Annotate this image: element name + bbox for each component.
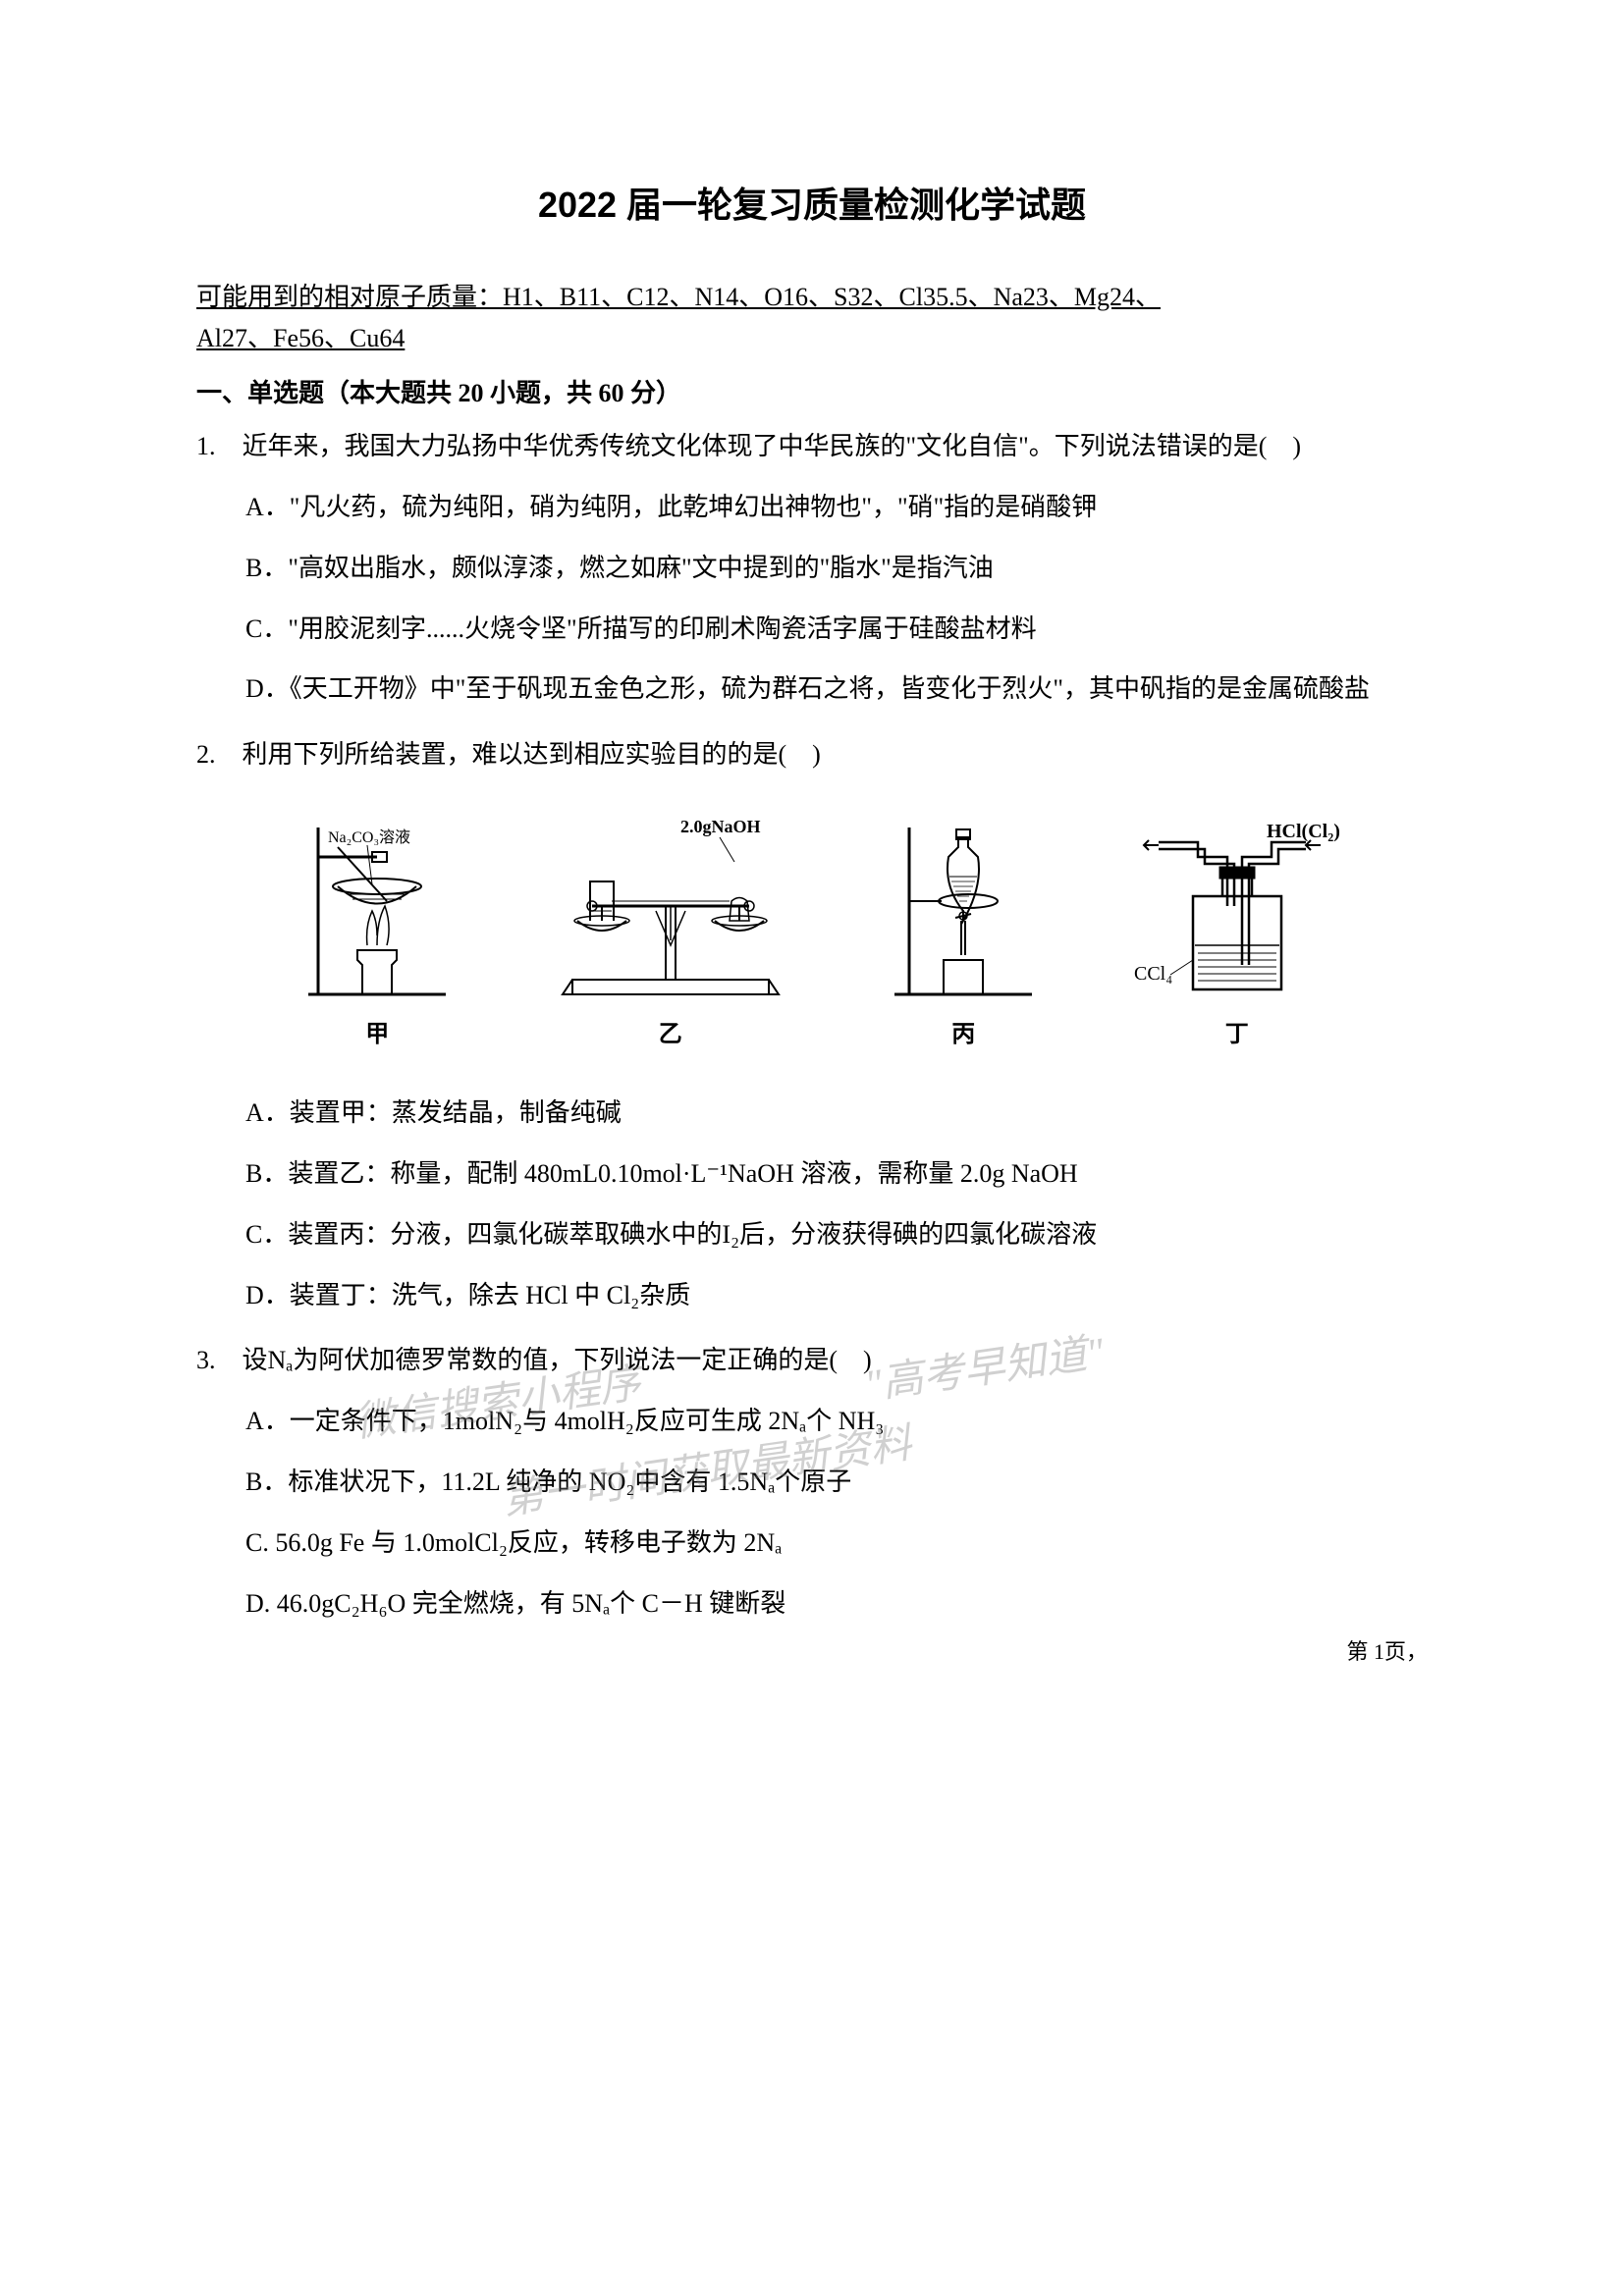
svg-text:2.0gNaOH: 2.0gNaOH — [680, 817, 761, 836]
diagram-label-yi: 乙 — [543, 1014, 798, 1056]
diagram-row: 微信搜索小程序 "高考早知道" 第一时间获取最新资料 — [196, 788, 1428, 1076]
question-number: 3. — [196, 1338, 236, 1384]
question-3: 3. 设Nₐ为阿伏加德罗常数的值，下列说法一定正确的是( ) A．一定条件下，1… — [196, 1338, 1428, 1627]
option-b: B．"高奴出脂水，颇似淳漆，燃之如麻"文中提到的"脂水"是指汽油 — [196, 546, 1428, 592]
svg-text:Na₂CO₃溶液: Na₂CO₃溶液 — [328, 828, 410, 846]
atomic-mass-line2: Al27、Fe56、Cu64 — [196, 324, 405, 352]
option-c: C．"用胶泥刻字......火烧令坚"所描写的印刷术陶瓷活字属于硅酸盐材料 — [196, 607, 1428, 653]
gas-washing-bottle-icon: HCl(Cl₂) CCl₄ — [1129, 808, 1345, 1004]
option-d: D．装置丁：洗气，除去 HCl 中 Cl₂杂质 — [196, 1273, 1428, 1319]
diagram-label-jia: 甲 — [279, 1014, 475, 1056]
diagram-ding: HCl(Cl₂) CCl₄ — [1129, 808, 1345, 1056]
question-number: 2. — [196, 732, 236, 778]
atomic-mass-line1: 可能用到的相对原子质量：H1、B11、C12、N14、O16、S32、Cl35.… — [196, 283, 1161, 311]
diagram-label-ding: 丁 — [1129, 1014, 1345, 1056]
diagram-label-bing: 丙 — [865, 1014, 1061, 1056]
question-stem: 利用下列所给装置，难以达到相应实验目的的是( ) — [243, 732, 1425, 778]
separating-funnel-icon — [865, 808, 1061, 1004]
svg-text:HCl(Cl₂): HCl(Cl₂) — [1267, 821, 1340, 842]
option-a: A．装置甲：蒸发结晶，制备纯碱 — [196, 1091, 1428, 1137]
diagram-jia: Na₂CO₃溶液 甲 — [279, 808, 475, 1056]
question-stem: 近年来，我国大力弘扬中华优秀传统文化体现了中华民族的"文化自信"。下列说法错误的… — [243, 424, 1425, 470]
option-a: A．"凡火药，硫为纯阳，硝为纯阴，此乾坤幻出神物也"，"硝"指的是硝酸钾 — [196, 485, 1428, 531]
atomic-mass-info: 可能用到的相对原子质量：H1、B11、C12、N14、O16、S32、Cl35.… — [196, 277, 1428, 358]
question-stem: 设Nₐ为阿伏加德罗常数的值，下列说法一定正确的是( ) — [243, 1338, 1425, 1384]
evaporation-apparatus-icon: Na₂CO₃溶液 — [279, 808, 475, 1004]
option-d: D. 46.0gC₂H₆O 完全燃烧，有 5Nₐ个 C－H 键断裂 — [196, 1581, 1428, 1628]
page-footer: 第 1页， — [1346, 1634, 1428, 1666]
option-b: B．标准状况下，11.2L 纯净的 NO₂中含有 1.5Nₐ个原子 — [196, 1460, 1428, 1506]
question-2: 2. 利用下列所给装置，难以达到相应实验目的的是( ) 微信搜索小程序 "高考早… — [196, 732, 1428, 1318]
option-d: D．《天工开物》中"至于矾现五金色之形，硫为群石之将，皆变化于烈火"，其中矾指的… — [196, 667, 1428, 713]
balance-scale-icon: 2.0gNaOH — [543, 808, 798, 1004]
section-header: 一、单选题（本大题共 20 小题，共 60 分） — [196, 373, 1428, 409]
option-c: C．装置丙：分液，四氯化碳萃取碘水中的I₂后，分液获得碘的四氯化碳溶液 — [196, 1212, 1428, 1258]
diagram-bing: 丙 — [865, 808, 1061, 1056]
option-b: B．装置乙：称量，配制 480mL0.10mol·L⁻¹NaOH 溶液，需称量 … — [196, 1151, 1428, 1198]
svg-text:CCl₄: CCl₄ — [1134, 963, 1172, 985]
question-number: 1. — [196, 424, 236, 470]
exam-title: 2022 届一轮复习质量检测化学试题 — [196, 177, 1428, 228]
diagram-yi: 2.0gNaOH — [543, 808, 798, 1056]
option-a: A．一定条件下，1molN₂与 4molH₂反应可生成 2Nₐ个 NH₃ — [196, 1399, 1428, 1445]
option-c: C. 56.0g Fe 与 1.0molCl₂反应，转移电子数为 2Nₐ — [196, 1521, 1428, 1567]
question-1: 1. 近年来，我国大力弘扬中华优秀传统文化体现了中华民族的"文化自信"。下列说法… — [196, 424, 1428, 713]
